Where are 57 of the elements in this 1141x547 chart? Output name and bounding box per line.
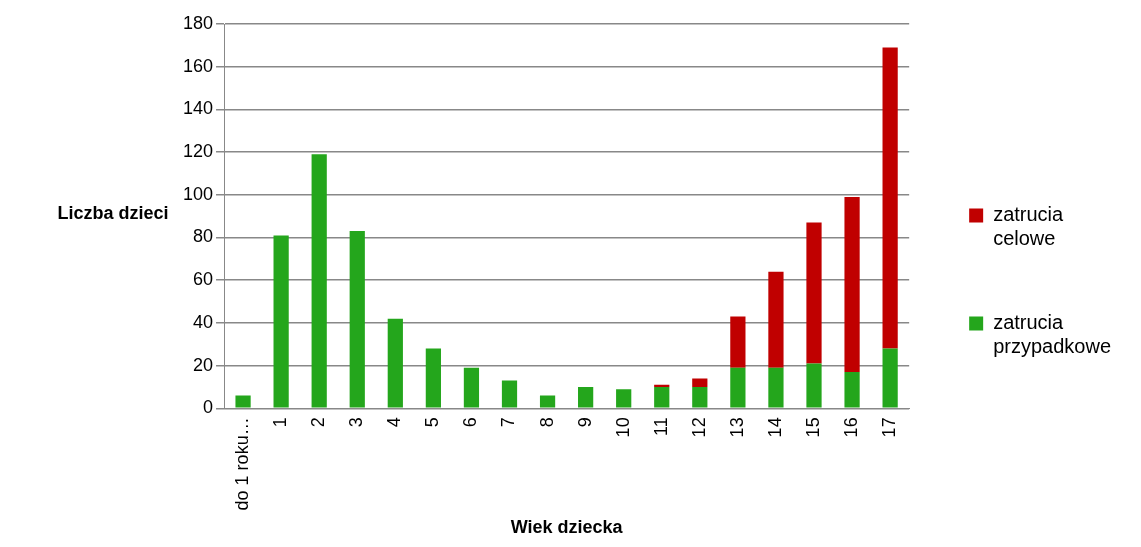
x-tick-label: 9: [574, 417, 595, 428]
bar: [844, 372, 860, 408]
bar: [768, 271, 784, 368]
bar: [844, 196, 860, 373]
y-axis-title: Liczba dzieci: [57, 203, 169, 224]
bar: [730, 367, 746, 408]
bar: [730, 316, 746, 368]
bar: [806, 363, 822, 408]
y-tick-label: 0: [203, 397, 214, 418]
bar: [692, 378, 708, 387]
bar: [692, 387, 708, 408]
y-tick-label: 80: [193, 226, 214, 247]
bar: [654, 384, 670, 387]
x-tick-label: do 1 roku…: [232, 417, 253, 511]
bar: [349, 231, 365, 408]
bar: [539, 395, 556, 408]
legend-label: zatrucia celowe: [993, 203, 1065, 250]
x-tick-label: 3: [346, 417, 367, 428]
x-tick-label: 10: [612, 417, 633, 438]
x-tick-label: 11: [650, 417, 671, 437]
x-tick-label: 6: [460, 417, 481, 428]
bar: [273, 235, 289, 408]
x-tick-label: 5: [422, 417, 443, 428]
bar: [463, 367, 480, 408]
y-tick-label: 160: [182, 55, 214, 76]
bar: [501, 380, 518, 408]
bar: [768, 367, 784, 408]
bar: [425, 348, 441, 408]
bar: [882, 47, 898, 349]
x-tick-label: 16: [841, 417, 862, 438]
x-tick-label: 12: [688, 417, 709, 438]
bar: [235, 395, 251, 408]
legend-label: zatrucia przypadkowe: [993, 311, 1111, 358]
x-tick-label: 7: [498, 417, 519, 428]
x-tick-label: 17: [879, 417, 900, 438]
x-tick-label: 8: [536, 417, 557, 428]
x-tick-label: 15: [802, 417, 823, 438]
x-tick-label: 14: [764, 417, 785, 438]
x-tick-label: 1: [270, 417, 291, 428]
y-tick-label: 140: [182, 98, 214, 119]
y-tick-label: 40: [193, 311, 214, 332]
bar: [578, 387, 594, 408]
x-tick-label: 2: [308, 417, 329, 428]
y-tick-label: 120: [182, 141, 214, 162]
bar: [616, 389, 632, 408]
x-tick-label: 13: [726, 417, 747, 438]
bar: [806, 222, 822, 364]
bar: [311, 154, 327, 408]
y-tick-label: 180: [182, 12, 214, 33]
y-tick-label: 60: [193, 269, 214, 290]
bar: [882, 348, 898, 408]
y-tick-label: 20: [193, 354, 214, 375]
bar: [387, 318, 403, 408]
bar: [654, 387, 670, 408]
x-tick-label: 4: [384, 417, 405, 428]
x-axis-title: Wiek dziecka: [510, 517, 624, 538]
y-tick-label: 100: [182, 183, 214, 204]
